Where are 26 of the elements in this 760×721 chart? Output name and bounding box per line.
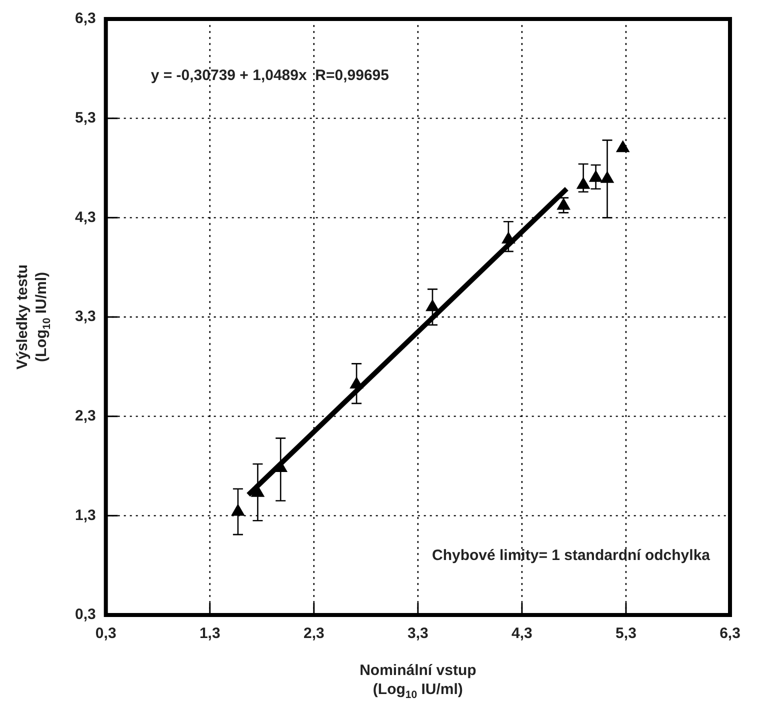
point xyxy=(576,177,590,189)
x-tick-label: 2,3 xyxy=(303,625,324,642)
point xyxy=(616,140,630,152)
y-tick-label: 1,3 xyxy=(74,506,96,524)
x-tick-label: 3,3 xyxy=(407,625,428,642)
x-tick-label: 5,3 xyxy=(616,625,636,642)
point xyxy=(600,171,614,183)
point xyxy=(350,377,364,389)
x-tick-label: 4,3 xyxy=(512,625,532,642)
point xyxy=(274,460,288,472)
point xyxy=(589,170,602,182)
point xyxy=(557,198,570,210)
x-tick-label: 0,3 xyxy=(95,625,116,642)
y-tick-label: 6,3 xyxy=(74,10,96,28)
point xyxy=(426,300,440,312)
y-tick-label: 3,3 xyxy=(74,308,96,326)
y-tick-label: 0,3 xyxy=(74,606,96,624)
annotation: Chybové limity= 1 standardní odchylka xyxy=(432,547,711,564)
y-tick-label: 5,3 xyxy=(74,109,96,126)
x-tick-label: 1,3 xyxy=(199,625,220,642)
y-tick-label: 4,3 xyxy=(74,208,96,226)
annotation: y = -0,30739 + 1,0489x R=0,99695 xyxy=(150,67,389,84)
point xyxy=(502,232,515,244)
y-tick-label: 2,3 xyxy=(74,407,96,424)
point xyxy=(231,504,245,516)
x-tick-label: 6,3 xyxy=(720,625,740,642)
